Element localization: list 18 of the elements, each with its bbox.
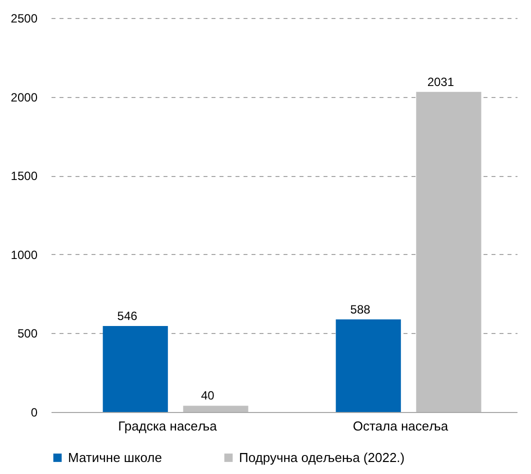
- y-tick-label: 1000: [10, 248, 38, 262]
- y-tick-label: 0: [30, 406, 38, 420]
- data-label: 40: [200, 388, 215, 403]
- y-tick-label: 2500: [10, 12, 38, 26]
- legend-label: Матичне школе: [68, 450, 162, 465]
- x-tick-label: Остала насеља: [352, 418, 449, 434]
- data-label: 2031: [427, 74, 454, 89]
- data-label: 546: [117, 308, 138, 323]
- bar: [102, 326, 168, 412]
- data-label: 588: [350, 302, 371, 316]
- legend-label: Подручна одељења (2022.): [239, 450, 405, 465]
- x-tick-label: Градска насеља: [118, 418, 218, 434]
- y-tick-label: 1500: [10, 169, 38, 184]
- bar: [416, 92, 482, 412]
- bar: [183, 406, 248, 412]
- y-tick-label: 2000: [10, 90, 38, 104]
- bar: [336, 319, 401, 412]
- y-tick-label: 500: [17, 326, 38, 341]
